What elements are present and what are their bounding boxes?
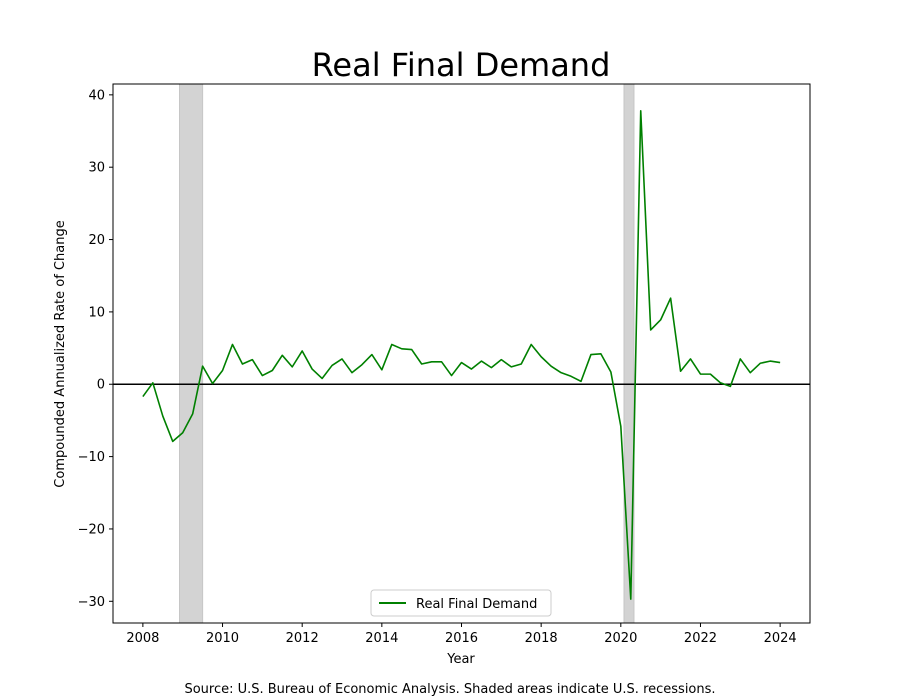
legend: Real Final Demand xyxy=(370,589,552,617)
x-tick-label: 2024 xyxy=(764,631,797,646)
x-axis-label: Year xyxy=(446,652,475,667)
chart-title: Real Final Demand xyxy=(312,46,611,84)
x-tick-label: 2012 xyxy=(286,631,319,646)
x-tick-label: 2016 xyxy=(445,631,478,646)
recession-band-0 xyxy=(179,83,204,624)
y-tick-label: 0 xyxy=(97,378,105,393)
y-tick-label: 20 xyxy=(88,233,105,248)
x-tick-label: 2020 xyxy=(604,631,637,646)
y-tick-label: −10 xyxy=(78,450,105,465)
source-note: Source: U.S. Bureau of Economic Analysis… xyxy=(184,682,715,697)
x-tick-label: 2010 xyxy=(206,631,239,646)
series-line-0 xyxy=(142,109,781,600)
y-tick-label: 40 xyxy=(88,88,105,103)
x-tick-label: 2014 xyxy=(365,631,398,646)
y-tick-label: 10 xyxy=(88,305,105,320)
x-axis-ticks: 2008 2010 2012 2014 2016 2018 2020 2022 2024 xyxy=(126,623,797,646)
y-tick-label: −20 xyxy=(78,522,105,537)
x-tick-label: 2022 xyxy=(684,631,717,646)
legend-entry-label: Real Final Demand xyxy=(416,597,537,612)
y-tick-label: 30 xyxy=(88,161,105,176)
plot-frame xyxy=(112,83,811,624)
x-tick-label: 2018 xyxy=(525,631,558,646)
y-axis-label: Compounded Annualized Rate of Change xyxy=(53,220,68,487)
legend-box xyxy=(370,589,552,617)
series-layer xyxy=(142,109,781,600)
x-tick-label: 2008 xyxy=(126,631,159,646)
y-axis-ticks: −30 −20 −10 0 10 20 30 40 xyxy=(78,88,113,610)
recession-bands xyxy=(179,83,635,624)
y-tick-label: −30 xyxy=(78,595,105,610)
